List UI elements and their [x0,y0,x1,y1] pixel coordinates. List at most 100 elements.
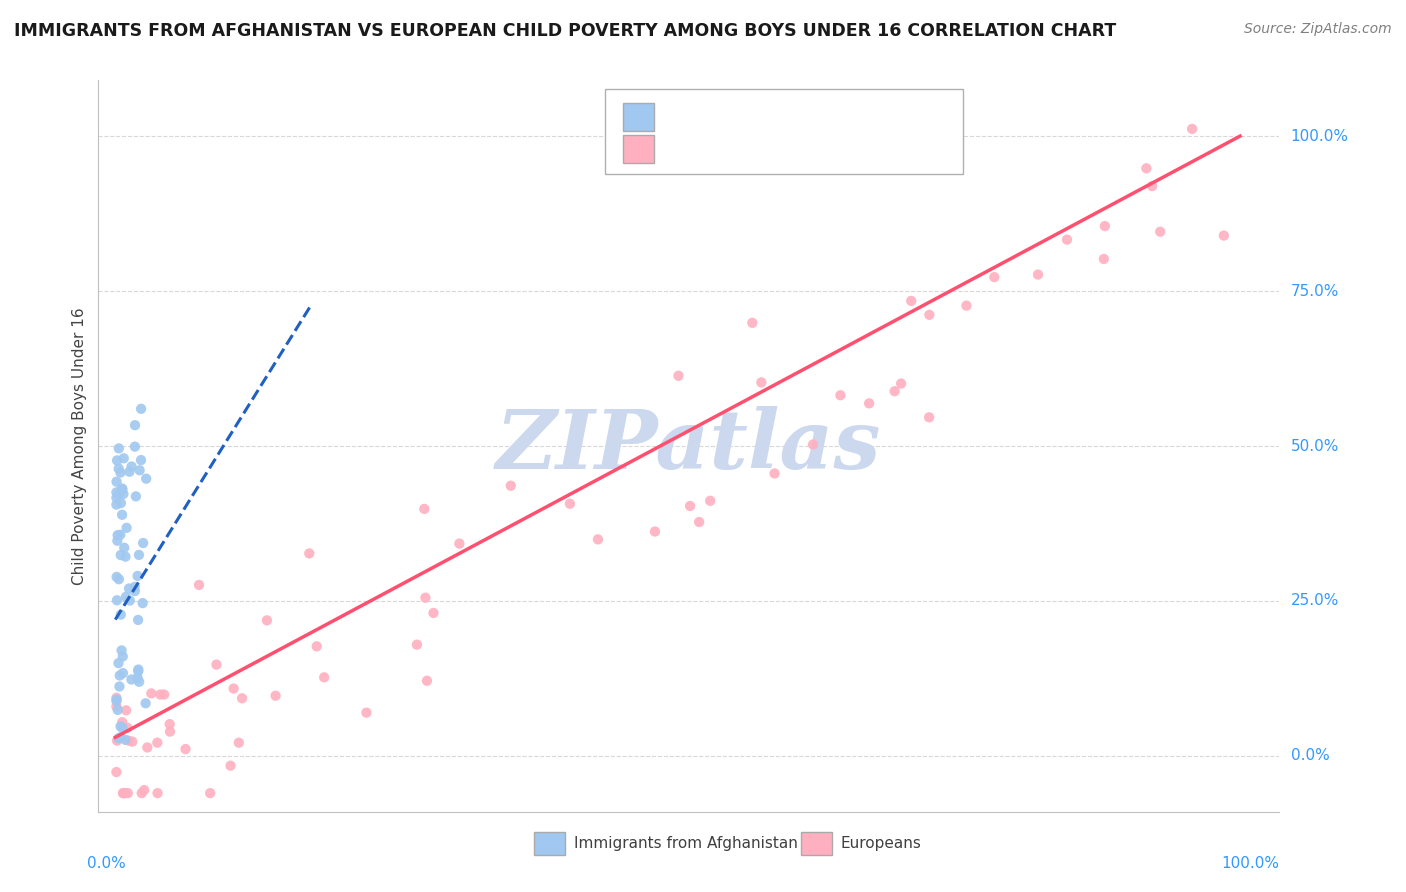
Point [141,686,163,700]
Point [415,591,437,605]
Text: Source: ZipAtlas.com: Source: ZipAtlas.com [1244,22,1392,37]
Point [108,442,131,456]
Point [121,734,143,748]
Point [105,692,128,706]
Point [174,742,197,756]
Point [1026,268,1049,282]
Point [955,299,977,313]
Point [105,533,128,548]
Point [105,690,128,705]
Point [108,487,131,501]
Point [124,440,146,454]
Point [124,584,146,599]
Point [118,465,141,479]
Point [121,459,143,474]
Point [105,733,128,747]
Point [1181,122,1204,136]
Point [128,548,150,562]
Point [115,521,138,535]
Point [117,721,139,735]
Point [222,681,245,696]
Point [499,479,522,493]
Point [110,548,132,562]
Point [256,613,278,627]
Point [111,482,134,496]
Point [127,613,149,627]
Point [1140,179,1163,194]
Text: 73: 73 [820,140,844,158]
Text: 0.612: 0.612 [706,108,758,126]
Point [918,308,941,322]
Point [108,572,131,586]
Text: N =: N = [761,140,808,158]
Point [801,437,824,451]
Point [422,606,444,620]
Point [120,673,142,687]
Point [112,541,135,555]
Text: 100.0%: 100.0% [1291,128,1348,144]
Point [111,721,134,735]
Point [111,715,134,730]
Point [1056,233,1078,247]
Point [900,293,922,308]
Point [264,689,287,703]
Point [153,688,176,702]
Point [115,703,138,717]
Point [205,657,228,672]
Point [668,368,690,383]
Point [105,453,128,467]
Y-axis label: Child Poverty Among Boys Under 16: Child Poverty Among Boys Under 16 [72,307,87,585]
Text: 50.0%: 50.0% [1291,439,1339,453]
Text: 25.0%: 25.0% [1291,593,1339,608]
Point [1135,161,1157,176]
Point [110,731,132,745]
Point [983,270,1005,285]
Point [111,508,134,522]
Point [111,666,134,681]
Point [135,472,157,486]
Point [111,483,134,497]
Point [105,498,128,512]
Point [413,502,436,516]
Point [305,640,328,654]
Point [763,467,786,481]
Point [108,680,131,694]
Text: 0.0%: 0.0% [87,855,125,871]
Text: 0.0%: 0.0% [1291,748,1329,764]
Point [749,376,772,390]
Point [146,786,169,800]
Point [741,316,763,330]
Point [110,527,132,541]
Text: Europeans: Europeans [841,837,922,851]
Point [679,499,702,513]
Point [688,515,710,529]
Point [117,786,139,800]
Point [108,668,131,682]
Text: 0.704: 0.704 [706,140,758,158]
Point [416,673,439,688]
Point [298,546,321,560]
Text: 100.0%: 100.0% [1222,855,1279,871]
Point [356,706,378,720]
Point [115,590,138,604]
Point [125,489,148,503]
Point [110,466,132,480]
Point [110,496,132,510]
Point [890,376,912,391]
Text: ZIPatlas: ZIPatlas [496,406,882,486]
Point [128,674,150,689]
Point [159,724,181,739]
Point [124,418,146,433]
Point [124,580,146,594]
Point [449,536,471,550]
Text: N =: N = [761,108,808,126]
Point [127,665,149,679]
Point [1094,219,1116,233]
Point [149,688,172,702]
Point [105,485,128,500]
Point [136,740,159,755]
Point [127,671,149,685]
Point [117,733,139,747]
Point [128,463,150,477]
Point [112,451,135,466]
